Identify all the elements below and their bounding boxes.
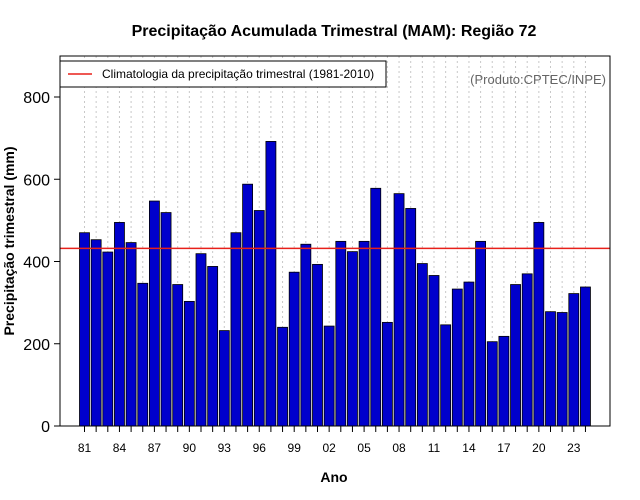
bar-1995 <box>242 183 254 427</box>
bar-1990 <box>183 300 195 427</box>
bar-2000 <box>300 243 312 427</box>
bar-1991 <box>195 253 207 427</box>
bar-2011 <box>428 275 440 427</box>
x-tick-label-20: 20 <box>532 441 546 455</box>
bar-2012 <box>440 324 452 427</box>
y-tick-label-200: 200 <box>23 337 50 354</box>
bar-1997 <box>265 141 277 427</box>
legend: Climatologia da precipitação trimestral … <box>59 60 387 88</box>
x-tick-label-02: 02 <box>322 441 336 455</box>
bar-1993 <box>218 330 230 427</box>
x-tick-label-93: 93 <box>218 441 232 455</box>
x-tick-label-81: 81 <box>78 441 92 455</box>
bar-2005 <box>358 240 370 427</box>
bar-1987 <box>148 200 160 427</box>
bar-2019 <box>521 273 533 427</box>
bar-2013 <box>451 288 463 427</box>
x-tick-label-08: 08 <box>392 441 406 455</box>
bar-1994 <box>230 232 242 427</box>
y-tick-label-800: 800 <box>23 90 50 107</box>
x-tick-label-96: 96 <box>253 441 267 455</box>
x-tick-label-23: 23 <box>567 441 581 455</box>
chart-title: Precipitação Acumulada Trimestral (MAM):… <box>132 23 537 40</box>
bar-2006 <box>370 187 382 427</box>
x-axis-label: Ano <box>320 469 347 485</box>
bar-1982 <box>90 239 102 427</box>
bar-1985 <box>125 242 137 427</box>
x-tick-label-99: 99 <box>288 441 302 455</box>
bar-1986 <box>137 282 149 427</box>
bar-1984 <box>114 222 125 427</box>
bar-2014 <box>463 281 475 427</box>
bar-1999 <box>288 271 300 427</box>
bar-1981 <box>79 232 90 427</box>
bar-2001 <box>312 263 323 427</box>
x-tick-label-87: 87 <box>148 441 162 455</box>
bar-1992 <box>207 266 219 427</box>
x-tick-label-17: 17 <box>497 441 511 455</box>
bar-2003 <box>335 240 347 427</box>
bar-2020 <box>533 222 545 427</box>
bar-2022 <box>556 312 568 427</box>
bar-2010 <box>416 263 428 427</box>
bar-2008 <box>393 193 405 427</box>
credit-annotation: (Produto:CPTEC/INPE) <box>470 72 606 87</box>
x-tick-label-14: 14 <box>462 441 476 455</box>
legend-box <box>59 60 387 88</box>
bar-2007 <box>381 321 393 427</box>
bar-1996 <box>253 210 265 427</box>
bar-2015 <box>475 240 487 427</box>
bars <box>79 141 591 427</box>
bar-2023 <box>568 293 580 427</box>
bar-2002 <box>323 325 335 427</box>
y-axis-label: Precipitação trimestral (mm) <box>1 146 17 335</box>
plot-frame <box>59 55 611 427</box>
bar-2018 <box>510 284 521 427</box>
y-tick-label-0: 0 <box>41 419 50 436</box>
y-tick-label-600: 600 <box>23 172 50 189</box>
bar-1983 <box>102 251 114 427</box>
bar-1989 <box>172 284 184 427</box>
bar-2024 <box>580 286 591 427</box>
bar-2004 <box>347 251 358 427</box>
bar-2009 <box>405 208 417 427</box>
bar-2017 <box>498 335 510 427</box>
x-tick-label-11: 11 <box>428 441 441 455</box>
bar-2021 <box>545 311 556 427</box>
axes: 0 200 400 600 800 81 84 87 90 93 96 99 02 05 08 11 14 17 2… <box>23 90 586 455</box>
legend-label: Climatologia da precipitação trimestral … <box>102 67 374 81</box>
bar-1988 <box>160 212 172 427</box>
x-tick-label-84: 84 <box>113 441 127 455</box>
x-tick-label-90: 90 <box>183 441 197 455</box>
bar-2016 <box>486 341 498 427</box>
x-tick-label-05: 05 <box>357 441 371 455</box>
bar-1998 <box>277 326 288 427</box>
y-tick-label-400: 400 <box>23 255 50 272</box>
